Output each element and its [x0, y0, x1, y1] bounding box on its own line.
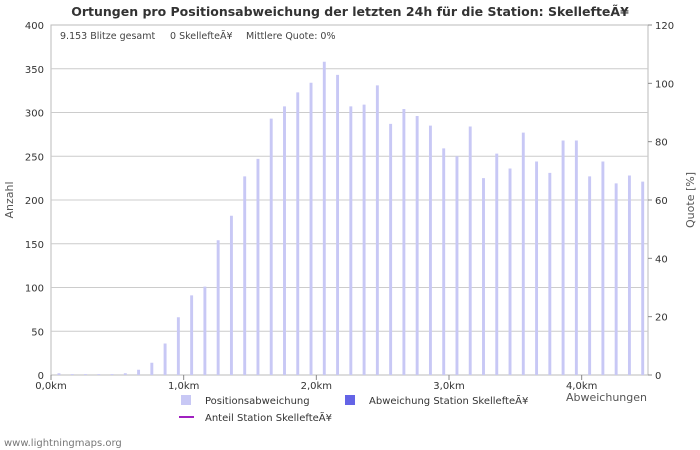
bar-15: [256, 158, 260, 375]
x-axis-label: Abweichungen: [566, 391, 647, 404]
bar-34: [508, 168, 512, 375]
bar-28: [428, 125, 432, 375]
bar-13: [229, 215, 233, 375]
y-tick-label-0: 0: [38, 371, 44, 382]
y-right-tick-label-20: 20: [655, 313, 668, 324]
bar-32: [482, 178, 485, 375]
y-axis-left-label: Anzahl: [3, 181, 16, 218]
y-tick-label-50: 50: [31, 327, 44, 338]
bar-22: [349, 106, 353, 375]
y-right-tick-label-120: 120: [655, 21, 674, 32]
y-right-tick-label-40: 40: [655, 254, 668, 265]
y-tick-label-150: 150: [25, 240, 44, 251]
x-tick-label-3: 3,0km: [433, 381, 464, 392]
bar-3: [97, 374, 101, 375]
bar-23: [362, 104, 366, 375]
bar-20: [322, 61, 326, 375]
bar-42: [614, 183, 618, 375]
info-station: 0 SkellefteÃ¥: [170, 31, 233, 42]
x-tick-label-1: 1,0km: [168, 381, 199, 392]
bar-38: [561, 140, 565, 375]
bar-21: [336, 74, 340, 375]
bars: [57, 61, 645, 375]
y-right-tick-label-0: 0: [655, 371, 661, 382]
y-right-tick-label-60: 60: [655, 196, 668, 207]
bar-11: [203, 286, 207, 375]
y-right-tick-label-100: 100: [655, 79, 674, 90]
bar-17: [283, 106, 286, 375]
bar-31: [468, 126, 472, 375]
footer-credit: www.lightningmaps.org: [4, 438, 122, 449]
bar-26: [402, 109, 406, 375]
legend-label-positionsabweichung: Positionsabweichung: [205, 396, 310, 407]
bar-35: [521, 132, 525, 375]
bar-40: [588, 176, 592, 375]
bar-39: [574, 140, 578, 375]
legend-swatch-abweichung-station: [345, 395, 355, 405]
bar-5: [123, 373, 127, 375]
y-right-tick-label-80: 80: [655, 138, 668, 149]
info-total: 9.153 Blitze gesamt: [60, 31, 155, 42]
y-tick-label-400: 400: [25, 21, 44, 32]
legend-label-abweichung-station: Abweichung Station SkellefteÃ¥: [369, 394, 528, 407]
y-axis-left: 0 50 100 150 200 250 300 350 400: [25, 21, 44, 382]
y-tick-label-300: 300: [25, 109, 44, 120]
bar-4: [110, 374, 114, 375]
y-tick-label-350: 350: [25, 65, 44, 76]
x-tick-label-0: 0,0km: [35, 381, 66, 392]
legend-label-anteil-station: Anteil Station SkellefteÃ¥: [205, 411, 332, 424]
bar-41: [601, 161, 605, 375]
x-tick-label-4: 4,0km: [566, 381, 597, 392]
legend-swatch-positionsabweichung: [181, 395, 191, 405]
bar-37: [548, 172, 552, 375]
y-tick-label-250: 250: [25, 152, 44, 163]
chart-title: Ortungen pro Positionsabweichung der let…: [71, 4, 629, 19]
bar-2: [84, 374, 87, 375]
bar-0: [57, 373, 61, 375]
y-axis-right-label: Quote [%]: [684, 172, 697, 228]
y-axis-right: 0 20 40 60 80 100 120: [648, 21, 674, 382]
bar-8: [163, 343, 167, 375]
x-tick-label-2: 2,0km: [301, 381, 332, 392]
bar-16: [269, 118, 273, 375]
bar-6: [137, 369, 141, 375]
bar-1: [70, 374, 74, 375]
bar-24: [375, 85, 379, 375]
bar-25: [389, 123, 393, 375]
bar-19: [309, 82, 313, 375]
y-tick-label-100: 100: [25, 284, 44, 295]
info-quote: Mittlere Quote: 0%: [246, 31, 336, 42]
bar-9: [176, 317, 180, 375]
bar-43: [627, 175, 631, 375]
bar-33: [495, 153, 499, 375]
x-axis: 0,0km 1,0km 2,0km 3,0km 4,0km: [35, 375, 597, 392]
bar-12: [216, 240, 220, 375]
bar-14: [243, 176, 247, 375]
bar-7: [150, 362, 154, 375]
bar-44: [641, 181, 645, 375]
bar-29: [442, 148, 446, 375]
bar-27: [415, 116, 419, 375]
y-tick-label-200: 200: [25, 196, 44, 207]
bar-36: [535, 161, 539, 375]
bar-10: [190, 295, 194, 375]
bar-18: [296, 92, 300, 375]
bar-30: [455, 156, 459, 375]
